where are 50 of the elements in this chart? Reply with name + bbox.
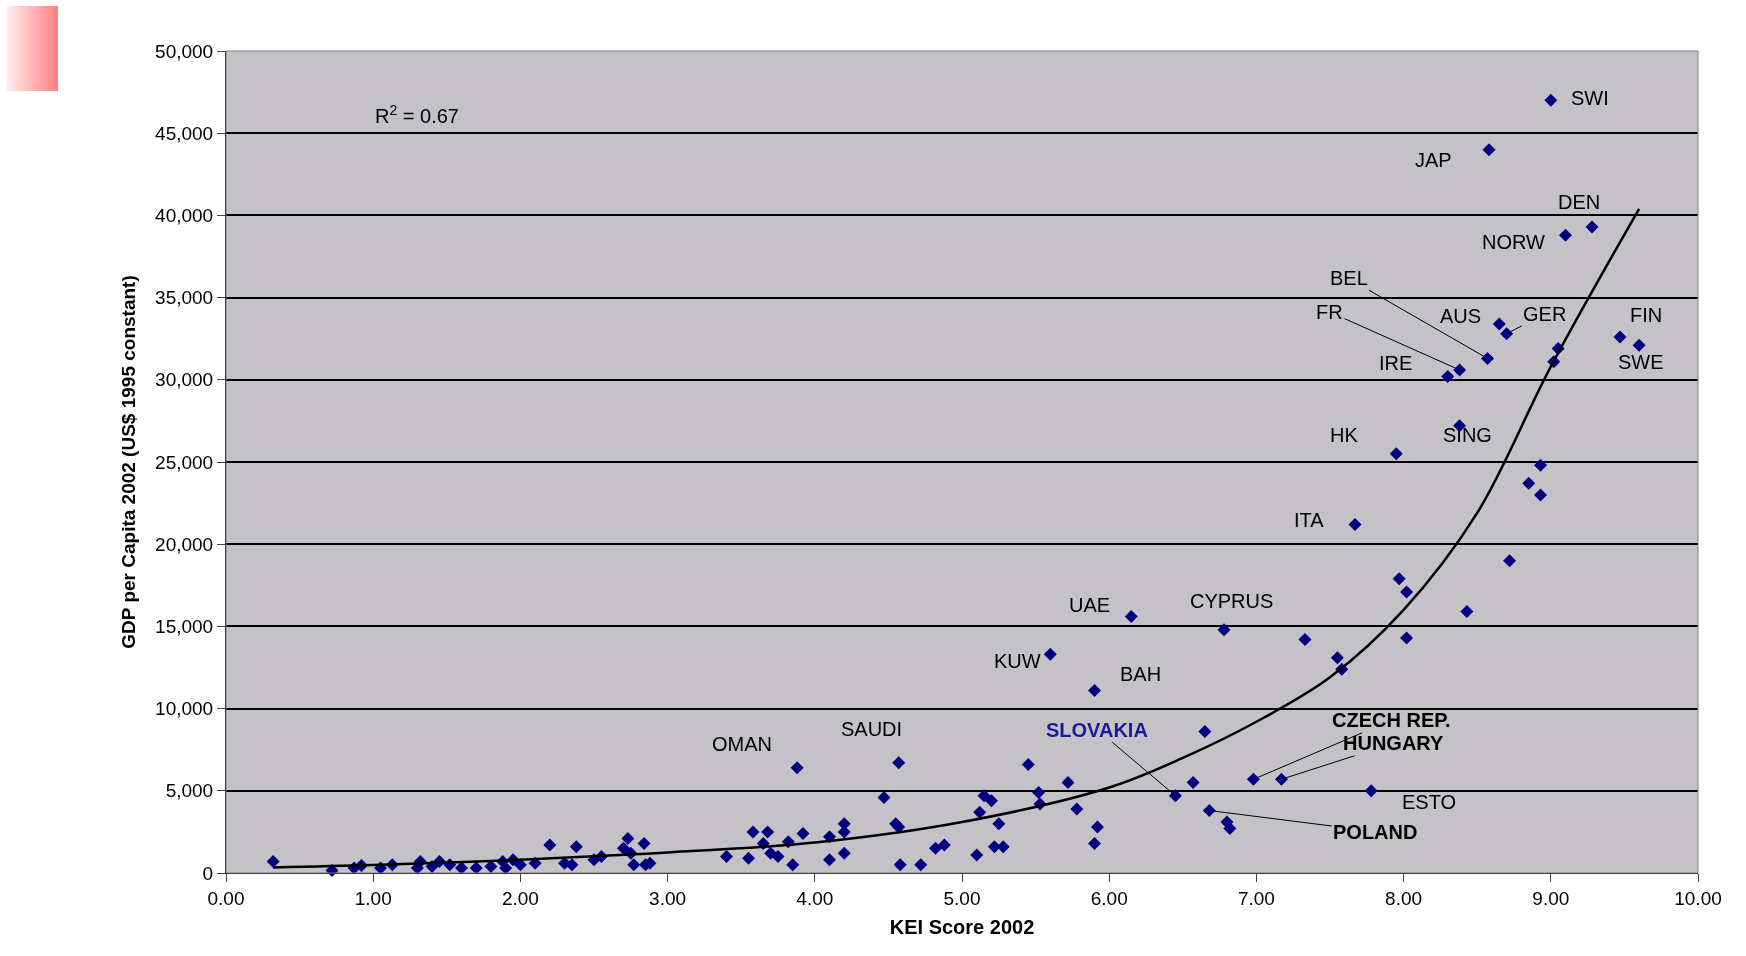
- annotation: IRE: [1379, 352, 1413, 374]
- annotation: OMAN: [712, 733, 772, 755]
- annotation: SLOVAKIA: [1046, 719, 1148, 741]
- y-tick-label: 45,000: [155, 122, 214, 144]
- y-tick-label: 50,000: [155, 40, 214, 62]
- y-tick-label: 0: [202, 862, 214, 884]
- annotation: JAP: [1415, 149, 1452, 171]
- annotation: GER: [1523, 303, 1567, 325]
- y-tick-label: 25,000: [155, 451, 214, 473]
- annotation: FIN: [1630, 304, 1663, 326]
- annotation: HK: [1330, 424, 1359, 446]
- annotation: POLAND: [1333, 821, 1418, 843]
- x-tick-label: 3.00: [649, 887, 687, 909]
- y-tick-label: 20,000: [155, 533, 214, 555]
- annotation: SWE: [1618, 351, 1664, 373]
- x-tick-label: 8.00: [1385, 887, 1423, 909]
- x-tick-label: 10.00: [1674, 887, 1722, 909]
- x-tick-label: 9.00: [1532, 887, 1570, 909]
- annotation: CZECH REP.: [1332, 709, 1451, 731]
- x-tick-label: 1.00: [354, 887, 392, 909]
- annotation: UAE: [1069, 594, 1111, 616]
- annotation: SING: [1443, 424, 1492, 446]
- x-tick-label: 5.00: [943, 887, 981, 909]
- x-tick-label: 7.00: [1237, 887, 1275, 909]
- x-axis-title: KEI Score 2002: [889, 916, 1035, 939]
- annotation: BAH: [1120, 663, 1162, 685]
- annotation: ITA: [1294, 509, 1325, 531]
- annotation: CYPRUS: [1190, 590, 1274, 612]
- annotation: BEL: [1330, 267, 1368, 289]
- y-tick-label: 5,000: [165, 780, 214, 802]
- x-tick-label: 6.00: [1090, 887, 1128, 909]
- x-tick-label: 2.00: [501, 887, 539, 909]
- annotation: ESTO: [1402, 791, 1457, 813]
- annotation: FR: [1316, 301, 1343, 323]
- y-tick-label: 35,000: [155, 287, 214, 309]
- annotation: SAUDI: [841, 718, 903, 740]
- annotation: SWI: [1571, 87, 1609, 109]
- y-axis-title: GDP per Capita 2002 (US$ 1995 constant): [117, 275, 139, 649]
- annotation: KUW: [994, 650, 1041, 672]
- y-tick-label: 15,000: [155, 616, 214, 638]
- annotation: HUNGARY: [1343, 732, 1445, 754]
- annotation: AUS: [1440, 305, 1482, 327]
- y-tick-label: 10,000: [155, 698, 214, 720]
- annotation: NORW: [1482, 231, 1546, 253]
- y-tick-label: 40,000: [155, 205, 214, 227]
- annotation: DEN: [1558, 191, 1601, 213]
- y-tick-label: 30,000: [155, 369, 214, 391]
- x-tick-label: 4.00: [796, 887, 834, 909]
- x-tick-label: 0.00: [207, 887, 245, 909]
- annotation: R$^{2}$ = 0.67: [375, 102, 459, 128]
